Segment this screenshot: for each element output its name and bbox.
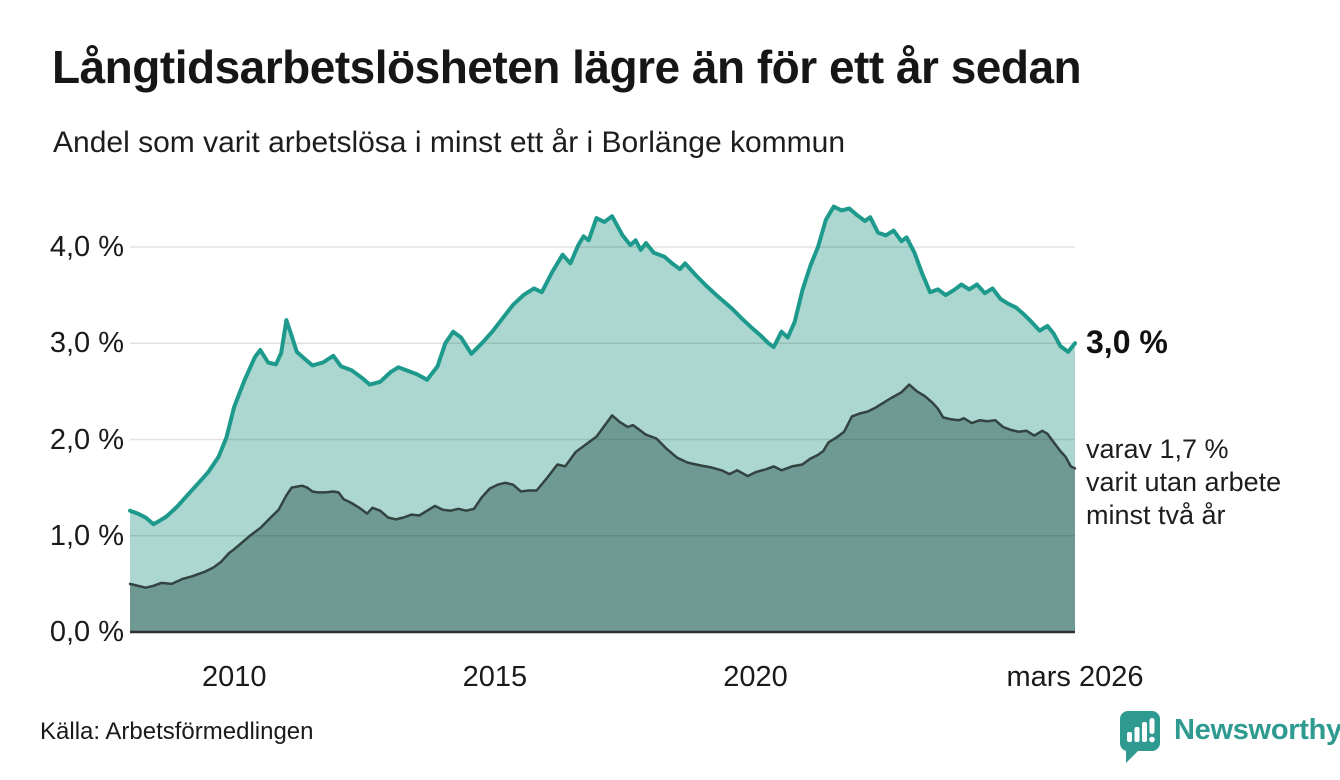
line-unemployed-two-years (128, 383, 1077, 589)
end-value-label-total: 3,0 % (1086, 324, 1168, 361)
y-tick-label: 0,0 % (49, 616, 124, 648)
page-title: Långtidsarbetslösheten lägre än för ett … (52, 41, 1082, 93)
x-tick-label: 2015 (462, 661, 528, 693)
x-tick-label: 2020 (723, 661, 788, 693)
line-unemployed-one-year (128, 204, 1077, 527)
end-note-line: varav 1,7 % (1086, 434, 1229, 464)
source-credit: Källa: Arbetsförmedlingen (40, 718, 314, 745)
gridlines (130, 246, 1075, 537)
brand-logo: Newsworthy (1114, 708, 1340, 766)
end-note-line: minst två år (1086, 500, 1226, 530)
area-fill-unemployed-two-years (130, 384, 1075, 632)
end-note-line: varit utan arbete (1086, 467, 1282, 497)
y-tick-label: 1,0 % (49, 519, 124, 552)
y-tick-label: 2,0 % (49, 423, 124, 456)
end-value-note-two-years: varav 1,7 % varit utan arbete minst två år (1086, 433, 1281, 532)
x-tick-label: 2010 (201, 661, 267, 693)
x-tick-label: mars 2026 (1006, 661, 1144, 693)
y-tick-label: 3,0 % (49, 327, 124, 360)
newsworthy-icon (1120, 711, 1160, 763)
brand-name: Newsworthy (1174, 714, 1340, 746)
chart-subtitle: Andel som varit arbetslösa i minst ett å… (53, 126, 845, 159)
y-tick-label: 4,0 % (49, 231, 124, 263)
